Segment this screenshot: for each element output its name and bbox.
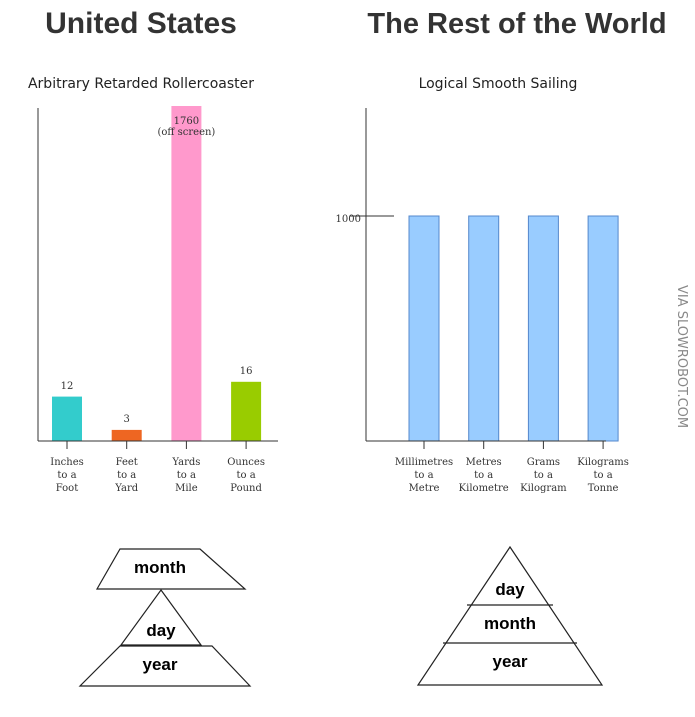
pyramid-label: month — [484, 614, 536, 633]
bar — [408, 215, 440, 442]
value-label: 1760 (off screen) — [157, 116, 216, 138]
bar — [231, 381, 262, 441]
bar — [171, 106, 202, 441]
chart-title: Arbitrary Retarded Rollercoaster — [27, 76, 255, 92]
x-tick-label: Yards to a Mile — [172, 457, 201, 494]
pyramid-shape — [95, 548, 247, 590]
x-tick-label: Inches to a Foot — [50, 457, 84, 494]
heading: United States — [45, 7, 237, 40]
pyramid-label: year — [493, 652, 528, 671]
pyramid-shape — [119, 588, 203, 646]
pyramid-label: month — [134, 558, 186, 577]
chart-title: Logical Smooth Sailing — [418, 76, 578, 92]
x-tick-label: Millimetres to a Metre — [394, 457, 454, 494]
value-label: 12 — [60, 380, 74, 392]
pyramid-shape — [416, 545, 604, 686]
value-label: 3 — [123, 413, 130, 425]
bar — [111, 429, 142, 441]
watermark: VIA SLOWROBOT.COM — [674, 285, 689, 428]
x-tick-label: Metres to a Kilometre — [458, 457, 509, 494]
x-tick-label: Kilograms to a Tonne — [577, 457, 629, 494]
bar — [52, 396, 82, 441]
x-tick-label: Feet to a Yard — [115, 457, 139, 494]
y-tick-label: 1000 — [335, 214, 361, 225]
bar — [468, 215, 500, 442]
pyramid-shape — [78, 645, 252, 687]
x-tick-label: Grams to a Kilogram — [520, 457, 567, 494]
value-label: 16 — [239, 365, 253, 377]
plot-area — [52, 106, 619, 442]
bar — [587, 215, 619, 442]
pyramid-label: day — [146, 621, 176, 640]
x-tick-label: Ounces to a Pound — [227, 457, 265, 494]
heading: The Rest of the World — [367, 8, 667, 40]
pyramid-label: day — [495, 580, 525, 599]
pyramid-label: year — [143, 655, 178, 674]
bar — [527, 215, 559, 442]
